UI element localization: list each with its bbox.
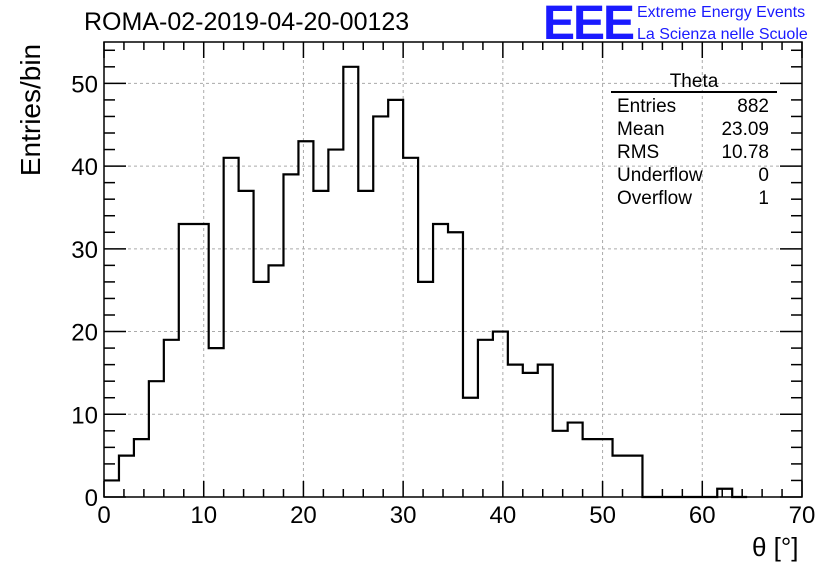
x-tick-label: 60	[689, 502, 716, 529]
histogram-bin	[433, 224, 448, 497]
histogram-bin	[448, 232, 463, 497]
stats-row: Underflow 0	[611, 164, 777, 187]
histogram-bin	[717, 489, 732, 497]
y-tick-label: 50	[71, 71, 98, 98]
stats-label: Overflow	[617, 188, 692, 209]
x-tick-label: 20	[290, 502, 317, 529]
histogram-bin	[508, 365, 523, 497]
y-tick-label: 40	[71, 154, 98, 181]
stats-label: Mean	[617, 119, 665, 140]
x-axis-label: θ [°]	[752, 532, 799, 562]
stats-value: 10.78	[721, 142, 769, 163]
stats-row: Mean 23.09	[611, 118, 777, 141]
histogram-bin	[418, 282, 433, 497]
histogram-bin	[463, 398, 478, 497]
axis-ticks	[103, 42, 803, 498]
histogram-bin	[104, 480, 119, 497]
histogram-bin	[149, 381, 164, 497]
x-tick-label: 0	[97, 502, 110, 529]
histogram-bin	[568, 423, 583, 497]
stats-row: Overflow 1	[611, 187, 777, 210]
stats-value: 23.09	[721, 119, 769, 140]
histogram-bin	[283, 174, 298, 497]
histogram-bin	[553, 431, 568, 497]
histogram-bin	[538, 365, 553, 497]
plot-frame	[103, 41, 803, 498]
histogram-bin	[613, 456, 628, 497]
eee-logo: EEE	[543, 0, 635, 50]
x-tick-label: 30	[390, 502, 417, 529]
histogram-bin	[598, 439, 613, 497]
stats-value: 0	[758, 165, 769, 186]
histogram-bin	[403, 158, 418, 497]
logo-subtitle-1: Extreme Energy Events	[637, 4, 806, 21]
stats-label: Entries	[617, 96, 677, 117]
histogram-bin	[298, 141, 313, 497]
y-axis-label: Entries/bin	[15, 43, 46, 177]
x-tick-label: 70	[789, 502, 816, 529]
x-tick-label: 40	[490, 502, 517, 529]
histogram-bin	[358, 191, 373, 497]
y-tick-label: 20	[71, 320, 98, 347]
stats-row: RMS 10.78	[611, 141, 777, 164]
stats-row: Entries 882	[611, 95, 777, 118]
histogram-bin	[254, 282, 269, 497]
logo-subtitle-2: La Scienza nelle Scuole	[637, 26, 808, 43]
x-tick-label: 50	[589, 502, 616, 529]
y-tick-label: 30	[71, 237, 98, 264]
histogram-bin	[119, 456, 134, 497]
histogram-bin	[164, 340, 179, 497]
y-tick-label: 0	[85, 485, 98, 512]
x-tick-label: 10	[190, 502, 217, 529]
histogram-bin	[179, 224, 194, 497]
stats-title: Theta	[611, 72, 777, 93]
histogram-bin	[134, 439, 149, 497]
stats-value: 1	[758, 188, 769, 209]
stats-label: RMS	[617, 142, 660, 163]
stats-value: 882	[737, 96, 769, 117]
histogram-bin	[583, 439, 598, 497]
histogram-bin	[628, 456, 643, 497]
grid-lines	[104, 42, 802, 497]
stats-box: Theta Entries 882 Mean 23.09 RMS 10.78 Unde…	[611, 72, 777, 210]
histogram-bin	[478, 340, 493, 497]
histogram-bin	[373, 116, 388, 497]
histogram-bin	[224, 158, 239, 497]
y-tick-label: 10	[71, 402, 98, 429]
histogram-bin	[269, 265, 284, 497]
histogram-outline	[104, 65, 748, 499]
run-title: ROMA-02-2019-04-20-00123	[84, 8, 410, 36]
histogram-bin	[194, 224, 209, 497]
histogram-bin	[328, 150, 343, 497]
histogram-bin	[388, 100, 403, 497]
histogram-bin	[523, 373, 538, 497]
histogram-bin	[343, 67, 358, 497]
histogram-bin	[209, 348, 224, 497]
histogram-bin	[239, 191, 254, 497]
stats-label: Underflow	[617, 165, 703, 186]
histogram-bin	[313, 191, 328, 497]
